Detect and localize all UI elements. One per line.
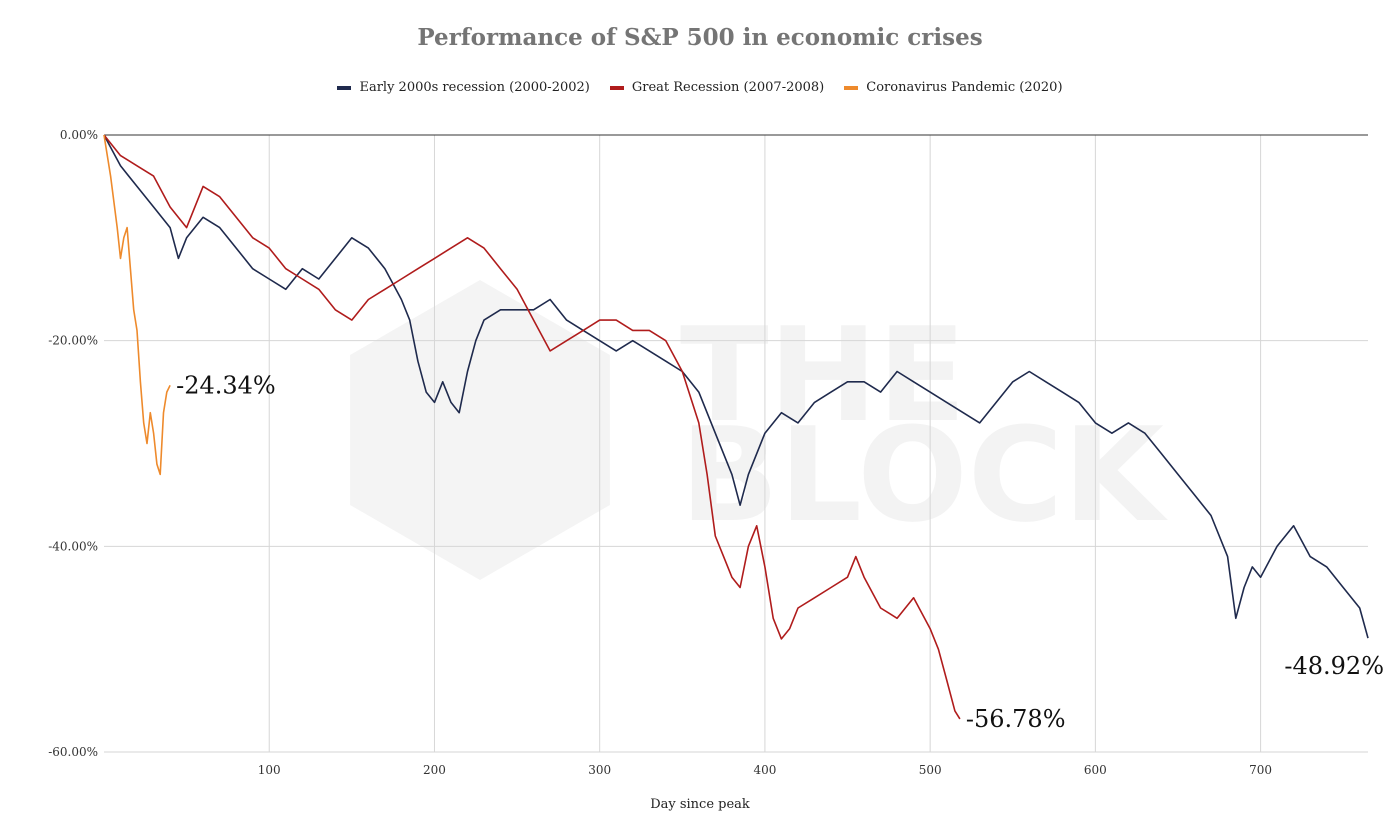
- end-value-label: -24.34%: [176, 371, 276, 399]
- y-tick-label: -60.00%: [48, 745, 98, 759]
- end-value-label: -48.92%: [1284, 652, 1384, 680]
- watermark-text: THE: [680, 299, 966, 451]
- watermark-text: BLOCK: [680, 399, 1168, 551]
- legend-swatch-early-2000s: [337, 85, 352, 90]
- y-tick-label: -20.00%: [48, 334, 98, 348]
- legend-swatch-coronavirus: [844, 85, 859, 90]
- x-tick-label: 100: [258, 763, 281, 777]
- x-tick-label: 300: [588, 763, 611, 777]
- x-axis-label: Day since peak: [650, 797, 750, 812]
- y-tick-label: 0.00%: [60, 128, 98, 142]
- series-line-great-recession-2007-2008: [103, 134, 961, 720]
- x-tick-label: 500: [919, 763, 942, 777]
- x-tick-label: 700: [1249, 763, 1272, 777]
- series-line-coronavirus-pandemic-2020: [103, 134, 171, 476]
- x-tick-label: 600: [1084, 763, 1107, 777]
- series-line-early-2000s-recession-2000-2002: [103, 134, 1369, 639]
- legend-label-coronavirus: Coronavirus Pandemic (2020): [866, 80, 1063, 95]
- legend-item-great-recession: Great Recession (2007-2008): [609, 80, 825, 95]
- legend-label-great-recession: Great Recession (2007-2008): [631, 80, 825, 95]
- x-tick-label: 400: [753, 763, 776, 777]
- legend-item-early-2000s: Early 2000s recession (2000-2002): [337, 80, 590, 95]
- legend-swatch-great-recession: [609, 85, 624, 90]
- legend: Early 2000s recession (2000-2002) Great …: [0, 80, 1400, 95]
- chart-title: Performance of S&P 500 in economic crise…: [417, 24, 983, 51]
- legend-label-early-2000s: Early 2000s recession (2000-2002): [359, 80, 590, 95]
- x-tick-label: 200: [423, 763, 446, 777]
- y-tick-label: -40.00%: [48, 539, 98, 553]
- end-value-label: -56.78%: [966, 705, 1066, 733]
- watermark-logo-icon: [350, 280, 610, 580]
- legend-item-coronavirus: Coronavirus Pandemic (2020): [844, 80, 1063, 95]
